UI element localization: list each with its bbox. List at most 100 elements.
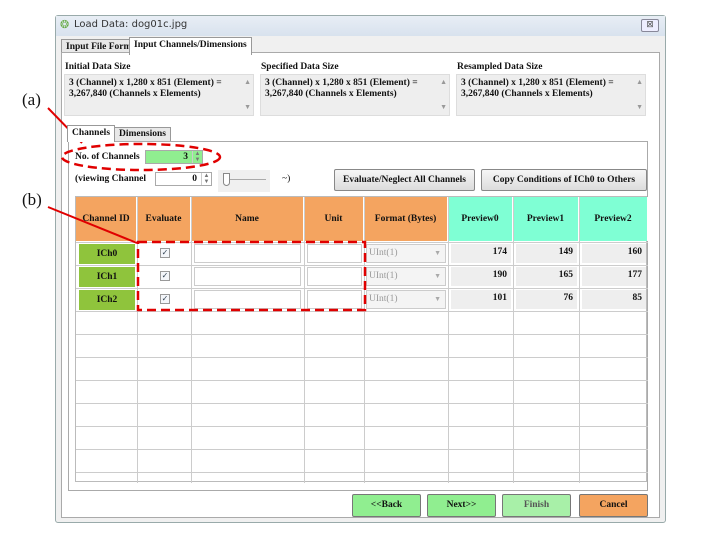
grid-row-line [76, 449, 648, 450]
size-text: 3,267,840 (Channels x Elements) [69, 89, 201, 99]
app-icon: ❂ [60, 18, 70, 31]
grid-column-line [579, 197, 580, 483]
grid-row-line [76, 472, 648, 473]
annotation-b-pointer [47, 206, 138, 244]
copy-conditions-button[interactable]: Copy Conditions of ICh0 to Others [481, 169, 647, 191]
preview1-cell: 76 [516, 290, 577, 309]
grid-row-line [76, 380, 648, 381]
grid-row-line [76, 426, 648, 427]
grid-row-line [76, 311, 648, 312]
evaluate-checkbox[interactable]: ✓ [160, 294, 170, 304]
grid-column-line [448, 197, 449, 483]
header-unit: Unit [304, 197, 364, 241]
spin-arrows-icon[interactable]: ▲ ▼ [192, 151, 202, 163]
annotation-b-label: (b) [22, 190, 42, 209]
no-of-channels-stepper[interactable]: 3 ▲ ▼ [145, 150, 203, 164]
scroll-up-icon[interactable]: ▲ [244, 78, 251, 86]
name-input[interactable] [194, 267, 301, 286]
preview2-cell: 85 [582, 290, 646, 309]
initial-size-box[interactable]: 3 (Channel) x 1,280 x 851 (Element) = 3,2… [64, 74, 254, 116]
channel-id-cell: ICh0 [79, 244, 135, 264]
preview0-cell: 174 [451, 244, 511, 263]
grid-column-line [304, 197, 305, 483]
grid-row-line [76, 334, 648, 335]
evaluate-checkbox[interactable]: ✓ [160, 271, 170, 281]
format-select[interactable]: UInt(1) ▼ [366, 290, 446, 309]
channels-table: Channel ID Evaluate Name Unit Format (By… [75, 196, 648, 483]
grid-column-line [137, 197, 138, 483]
grid-row-line [76, 403, 648, 404]
header-evaluate: Evaluate [137, 197, 191, 241]
name-input[interactable] [194, 290, 301, 309]
finish-button[interactable]: Finish [502, 494, 571, 517]
header-format: Format (Bytes) [364, 197, 448, 241]
size-text: 3 (Channel) x 1,280 x 851 (Element) = [69, 78, 222, 88]
evaluate-neglect-all-button[interactable]: Evaluate/Neglect All Channels [334, 169, 475, 191]
subtab-channels[interactable]: Channels [67, 125, 116, 142]
format-value: UInt(1) [369, 271, 398, 281]
scroll-down-icon[interactable]: ▼ [244, 103, 251, 111]
preview0-cell: 190 [451, 267, 511, 286]
preview2-cell: 160 [582, 244, 646, 263]
annotation-a-ellipse [60, 142, 222, 172]
header-channel-id: Channel ID [76, 197, 137, 241]
format-value: UInt(1) [369, 248, 398, 258]
back-button[interactable]: <<Back [352, 494, 421, 517]
slider-thumb[interactable] [223, 173, 230, 186]
unit-input[interactable] [307, 290, 362, 309]
header-preview1: Preview1 [513, 197, 579, 241]
next-button[interactable]: Next>> [427, 494, 496, 517]
chevron-down-icon: ▼ [434, 295, 441, 303]
format-value: UInt(1) [369, 294, 398, 304]
resampled-size-box[interactable]: 3 (Channel) x 1,280 x 851 (Element) = 3,2… [456, 74, 646, 116]
preview1-cell: 149 [516, 244, 577, 263]
window-title: Load Data: dog01c.jpg [74, 19, 188, 30]
scroll-down-icon[interactable]: ▼ [440, 103, 447, 111]
evaluate-checkbox[interactable]: ✓ [160, 248, 170, 258]
stepper-value: 0 [192, 174, 197, 184]
viewing-channel-stepper[interactable]: 0 ▲ ▼ [155, 172, 212, 186]
grid-row-line [76, 265, 648, 266]
channel-id-cell: ICh2 [79, 290, 135, 310]
header-preview2: Preview2 [579, 197, 648, 241]
specified-size-label: Specified Data Size [261, 62, 339, 72]
unit-input[interactable] [307, 244, 362, 263]
annotation-b-rect [136, 240, 367, 312]
spin-arrows-icon[interactable]: ▲ ▼ [201, 173, 211, 185]
grid-column-line [191, 197, 192, 483]
preview1-cell: 165 [516, 267, 577, 286]
title-bar: ❂ Load Data: dog01c.jpg ⊠ [56, 16, 665, 36]
preview2-cell: 177 [582, 267, 646, 286]
name-input[interactable] [194, 244, 301, 263]
grid-row-line [76, 288, 648, 289]
size-text: 3 (Channel) x 1,280 x 851 (Element) = [461, 78, 614, 88]
size-text: 3,267,840 (Channels x Elements) [461, 89, 593, 99]
format-select[interactable]: UInt(1) ▼ [366, 244, 446, 263]
preview0-cell: 101 [451, 290, 511, 309]
viewing-channel-label: (viewing Channel [75, 174, 146, 184]
grid-column-line [513, 197, 514, 483]
tilde-label: ~) [282, 174, 291, 184]
initial-size-label: Initial Data Size [65, 62, 131, 72]
scroll-down-icon[interactable]: ▼ [636, 103, 643, 111]
grid-column-line [364, 197, 365, 483]
header-name: Name [191, 197, 304, 241]
viewing-channel-slider[interactable] [218, 170, 270, 192]
size-text: 3 (Channel) x 1,280 x 851 (Element) = [265, 78, 418, 88]
scroll-up-icon[interactable]: ▲ [440, 78, 447, 86]
chevron-down-icon: ▼ [434, 272, 441, 280]
tab-input-channels-dimensions[interactable]: Input Channels/Dimensions [129, 37, 252, 55]
channel-id-cell: ICh1 [79, 267, 135, 287]
stepper-value: 3 [183, 152, 188, 162]
cancel-button[interactable]: Cancel [579, 494, 648, 517]
slider-track [226, 179, 266, 180]
scroll-up-icon[interactable]: ▲ [636, 78, 643, 86]
grid-row-line [76, 357, 648, 358]
chevron-down-icon: ▼ [434, 249, 441, 257]
format-select[interactable]: UInt(1) ▼ [366, 267, 446, 286]
size-text: 3,267,840 (Channels x Elements) [265, 89, 397, 99]
close-button[interactable]: ⊠ [641, 19, 659, 32]
unit-input[interactable] [307, 267, 362, 286]
specified-size-box[interactable]: 3 (Channel) x 1,280 x 851 (Element) = 3,2… [260, 74, 450, 116]
